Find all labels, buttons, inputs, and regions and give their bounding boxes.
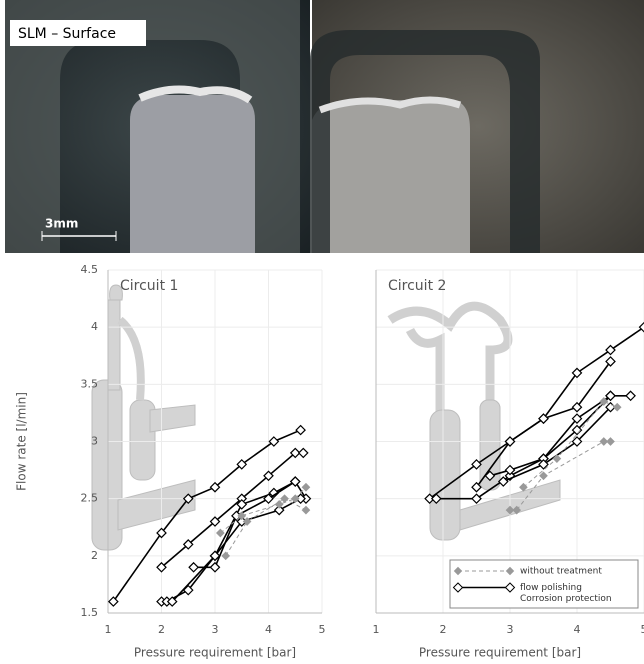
marker <box>281 495 288 502</box>
legend-label: without treatment <box>520 567 602 577</box>
marker <box>506 466 515 475</box>
series-line <box>436 396 630 499</box>
x-tick-label: 1 <box>373 623 380 636</box>
y-tick-label: 2.5 <box>81 492 99 505</box>
series-line <box>194 482 296 568</box>
legend-label: Corrosion protection <box>520 594 612 604</box>
marker <box>302 484 309 491</box>
marker <box>211 563 220 572</box>
x-tick-label: 3 <box>507 623 514 636</box>
photo-right <box>310 0 644 253</box>
marker <box>607 438 614 445</box>
y-tick-label: 3.5 <box>81 377 99 390</box>
marker <box>299 448 308 457</box>
legend-label: flow polishing <box>520 583 582 593</box>
photo-label: SLM – Surface <box>18 26 116 42</box>
y-axis-label: Flow rate [l/min] <box>15 392 29 491</box>
x-axis-label: Pressure requirement [bar] <box>134 646 296 660</box>
x-tick-label: 1 <box>105 623 112 636</box>
y-tick-label: 1.5 <box>81 606 99 619</box>
marker <box>614 404 621 411</box>
y-tick-label: 4 <box>91 320 98 333</box>
marker <box>291 477 300 486</box>
chart-title: Circuit 2 <box>388 278 446 294</box>
marker <box>540 472 547 479</box>
marker <box>472 494 481 503</box>
x-tick-label: 4 <box>574 623 581 636</box>
x-tick-label: 2 <box>440 623 447 636</box>
x-axis-label: Pressure requirement [bar] <box>419 646 581 660</box>
marker <box>189 563 198 572</box>
x-tick-label: 5 <box>319 623 326 636</box>
y-tick-label: 3 <box>91 435 98 448</box>
y-tick-label: 2 <box>91 549 98 562</box>
circuit-2-render <box>390 306 560 540</box>
marker <box>296 426 305 435</box>
marker <box>302 507 309 514</box>
y-tick-label: 4.5 <box>81 263 99 276</box>
x-tick-label: 2 <box>158 623 165 636</box>
x-tick-label: 3 <box>212 623 219 636</box>
figure: SLM – Surface 3mm 1.5 2 2.5 3 3.5 4 4.5 1 2 3 4 5 Ci… <box>0 0 644 664</box>
marker <box>626 391 635 400</box>
marker <box>606 346 615 355</box>
chart-title: Circuit 1 <box>120 278 178 294</box>
scale-label: 3mm <box>45 217 78 231</box>
x-tick-label: 5 <box>641 623 644 636</box>
x-tick-label: 4 <box>265 623 272 636</box>
series-line <box>220 487 306 533</box>
marker <box>222 552 229 559</box>
